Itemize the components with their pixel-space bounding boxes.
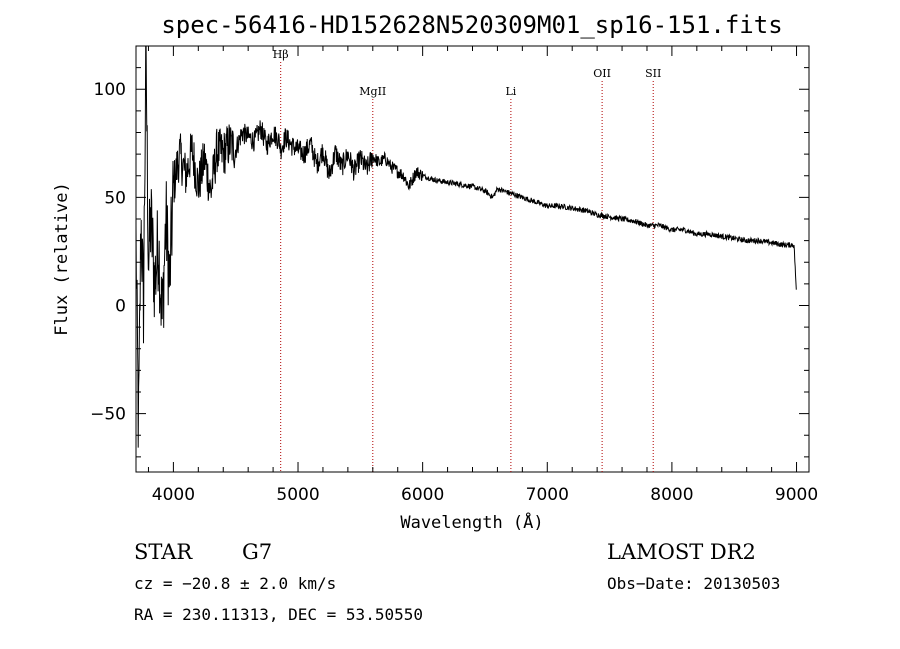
ref-line-label: Li: [505, 85, 516, 98]
object-type: STAR: [134, 540, 193, 564]
x-tick-label: 8000: [650, 485, 693, 505]
y-axis-label: Flux (relative): [52, 182, 72, 336]
redshift-text: cz = −20.8 ± 2.0 km/s: [134, 574, 336, 593]
subclass: G7: [242, 540, 272, 564]
ref-line-label: SII: [645, 67, 661, 80]
ref-line-label: OII: [593, 67, 611, 80]
axis-ticks: [136, 45, 809, 472]
y-tick-label: 100: [94, 80, 126, 100]
ref-line-label: MgII: [359, 85, 386, 98]
x-tick-label: 9000: [775, 485, 818, 505]
chart-title: spec-56416-HD152628N520309M01_sp16-151.f…: [161, 11, 782, 39]
coordinates: RA = 230.11313, DEC = 53.50550: [134, 605, 423, 624]
x-axis-label: Wavelength (Å): [400, 511, 543, 533]
y-tick-label: 0: [115, 296, 126, 316]
obs-date: Obs−Date: 20130503: [607, 574, 780, 593]
x-tick-label: 5000: [276, 485, 319, 505]
reference-lines: Hβ MgII Li OII SII: [273, 48, 661, 472]
axis-tick-labels: 4000 5000 6000 7000 8000 9000 −50 0 50 100: [90, 80, 818, 505]
x-tick-label: 6000: [401, 485, 444, 505]
x-tick-label: 4000: [152, 485, 195, 505]
survey-label: LAMOST DR2: [607, 540, 756, 564]
ref-line-label: Hβ: [273, 48, 289, 61]
x-tick-label: 7000: [526, 485, 569, 505]
spectrum-line: [135, 45, 797, 448]
y-tick-label: −50: [90, 405, 126, 425]
y-tick-label: 50: [104, 188, 126, 208]
plot-frame: [135, 45, 810, 473]
